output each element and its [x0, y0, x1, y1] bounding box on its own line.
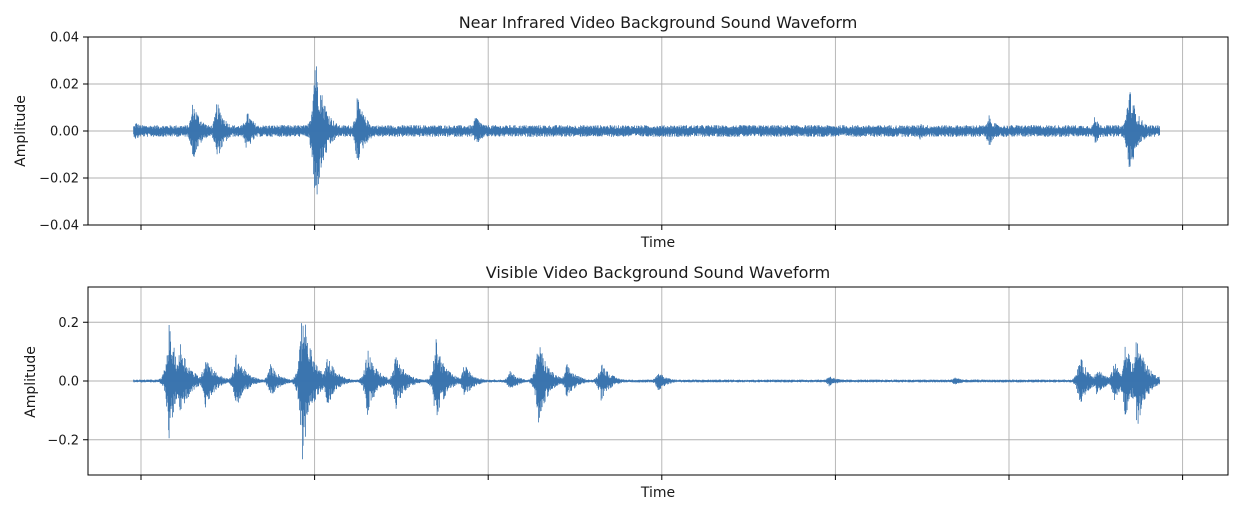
y-tick-label: 0.04: [50, 31, 79, 46]
waveform-series: [133, 323, 1160, 460]
chart-title: Near Infrared Video Background Sound Wav…: [459, 13, 858, 32]
y-tick-label: 0.2: [58, 316, 79, 331]
y-tick-label: 0.00: [50, 125, 79, 140]
y-tick-label: −0.04: [39, 219, 79, 234]
chart-near-infrared: Near Infrared Video Background Sound Wav…: [13, 13, 1229, 251]
y-tick-label: −0.2: [47, 433, 79, 448]
y-tick-label: 0.0: [58, 375, 79, 390]
x-axis-label: Time: [640, 485, 675, 501]
chart-title: Visible Video Background Sound Waveform: [486, 263, 831, 282]
y-axis-label: Amplitude: [23, 346, 39, 418]
y-axis-label: Amplitude: [13, 95, 29, 167]
x-axis-label: Time: [640, 235, 675, 251]
chart-visible: Visible Video Background Sound Waveform …: [23, 263, 1229, 501]
y-tick-label: −0.02: [39, 172, 79, 187]
y-tick-label: 0.02: [50, 78, 79, 93]
